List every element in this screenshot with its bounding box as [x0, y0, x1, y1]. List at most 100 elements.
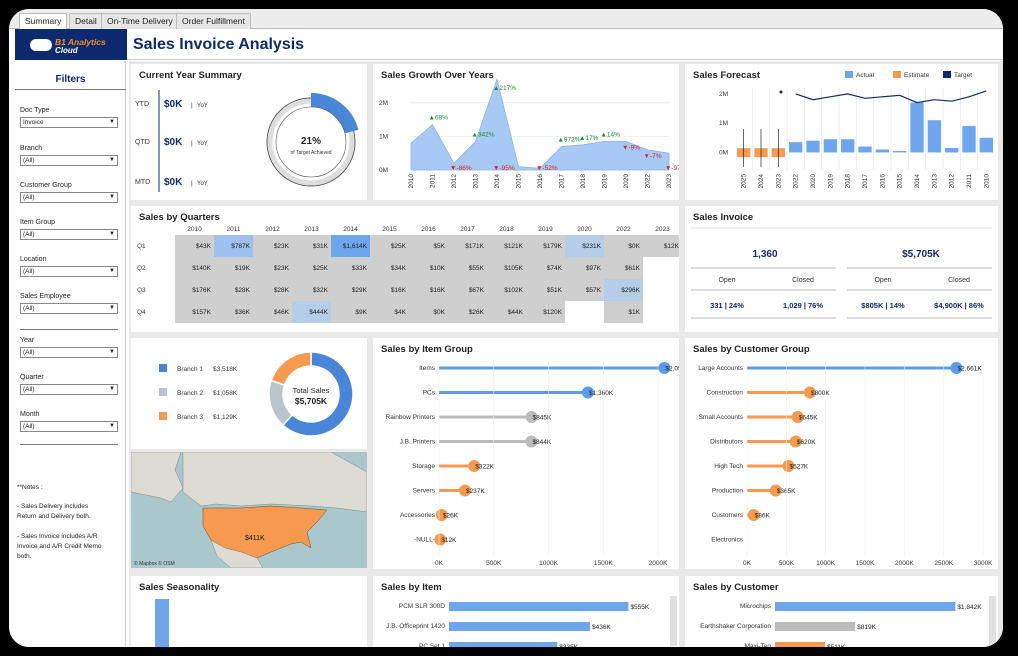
quarter-cell-value: $29K	[352, 287, 368, 294]
quarter-cell	[448, 257, 487, 279]
lollipop-dot	[789, 435, 802, 448]
tab-order-fulfillment[interactable]: Order Fulfillment	[176, 13, 251, 29]
category-label: Distributors	[710, 439, 744, 446]
filter-label: Quarter	[20, 374, 44, 381]
map-land-canada	[182, 452, 367, 513]
x-tick-label: 2015	[897, 174, 904, 189]
filter-value: (All)	[23, 423, 35, 430]
column-header: 2017	[460, 226, 475, 233]
scrollbar[interactable]	[670, 596, 677, 646]
filter-select[interactable]: (All) ▼	[20, 192, 118, 203]
quarter-cell	[292, 279, 331, 301]
filter-label: Branch	[20, 145, 43, 152]
open-label: Open	[874, 277, 891, 284]
filter-select[interactable]: (All) ▼	[20, 384, 118, 395]
chevron-down-icon: ▼	[109, 157, 115, 163]
quarter-cell	[448, 301, 487, 323]
category-label: PC Set 1	[419, 643, 445, 647]
bar	[775, 622, 856, 631]
row-header: Q1	[137, 243, 146, 250]
map-panel[interactable]: $411K © Mapbox © OSM	[131, 452, 367, 568]
quarter-cell-value: $231K	[582, 243, 601, 250]
quarter-cell	[487, 257, 526, 279]
y-tick-label: 0M	[379, 167, 388, 174]
quarter-cell-value: $787K	[231, 243, 250, 250]
category-label: Maxi-Teq	[745, 643, 772, 647]
filter-select[interactable]: (All) ▼	[20, 303, 118, 314]
category-label: PCM SLR 300D	[399, 603, 446, 610]
panel-title: Sales by Customer Group	[693, 344, 810, 355]
quarter-cell-value: $61K	[625, 265, 641, 272]
invoice-amount: $5,705K	[902, 249, 941, 260]
quarter-cell	[331, 235, 370, 257]
chevron-down-icon: ▼	[109, 305, 115, 311]
forecast-actual-bar	[858, 146, 872, 153]
x-tick-label: 2500K	[934, 560, 953, 567]
growth-pct-label: ▼-9%	[622, 144, 640, 151]
tab-on-time-delivery[interactable]: On-Time Delivery	[101, 13, 179, 29]
quarter-cell	[409, 257, 448, 279]
x-tick-label: 2011	[966, 174, 973, 188]
forecast-actual-bar	[823, 139, 837, 153]
branch-value: $1,129K	[213, 414, 238, 421]
quarter-cell-value: $28K	[235, 287, 251, 294]
tab-detail[interactable]: Detail	[69, 13, 103, 29]
legend-swatch	[845, 71, 853, 78]
category-label: Production	[712, 488, 743, 495]
row-header: Q4	[137, 309, 146, 316]
quarter-cell-value: $57K	[586, 287, 602, 294]
filter-select[interactable]: (All) ▼	[20, 421, 118, 432]
sales-by-customer-chart: Microchips $1,842K Earthshaker Corporation…	[700, 602, 982, 647]
value-label: $645K	[799, 415, 818, 422]
filter-select[interactable]: Invoice ▼	[20, 117, 118, 128]
panel-title: Current Year Summary	[139, 70, 242, 81]
quarter-cell	[370, 257, 409, 279]
quarter-cell	[292, 235, 331, 257]
y-tick-label: 2M	[379, 100, 388, 107]
quarter-cell	[331, 301, 370, 323]
filter-select[interactable]: (All) ▼	[20, 266, 118, 277]
x-tick-label: 2014	[494, 174, 501, 189]
quarter-cell-value: $16K	[430, 287, 446, 294]
bar	[449, 602, 629, 611]
growth-pct-label: ▼-97%	[665, 165, 679, 172]
x-tick-label: 2014	[914, 174, 921, 189]
x-tick-label: 2019	[602, 174, 609, 189]
quarter-cell	[565, 235, 604, 257]
item-group-chart: Items $2,058K PCs $1,360K Rainbow Printers $8…	[386, 360, 679, 567]
category-label: Construction	[707, 390, 744, 397]
ytd-value: $0K	[164, 99, 183, 110]
lollipop-dot	[782, 460, 795, 472]
filter-label: Doc Type	[20, 107, 50, 114]
tab-summary[interactable]: Summary	[19, 13, 68, 30]
filter-select[interactable]: (All) ▼	[20, 347, 118, 358]
quarter-cell-value: $97K	[586, 265, 602, 272]
map-svg: $411K © Mapbox © OSM	[131, 452, 367, 568]
mtd-value: $0K	[164, 177, 183, 188]
ytd-label: YTD	[135, 101, 149, 108]
growth-pct-label: ▲68%	[429, 115, 449, 122]
branch-panel: Branch 1 $3,518K Branch 2 $1,058K Branch 3 $1…	[131, 338, 367, 449]
quarter-cell-value: $105K	[504, 265, 523, 272]
x-tick-label: 2022	[793, 174, 800, 189]
quarter-cell-value: $10K	[430, 265, 446, 272]
filter-value: (All)	[23, 305, 35, 312]
lollipop-dot	[747, 509, 760, 521]
filter-select[interactable]: (All) ▼	[20, 229, 118, 240]
x-tick-label: 2017	[862, 174, 869, 189]
scrollbar[interactable]	[989, 596, 996, 646]
chevron-down-icon: ▼	[109, 268, 115, 274]
quarter-cell-value: $51K	[547, 287, 563, 294]
donut-total-value: $5,705K	[295, 396, 328, 406]
row-header: Q2	[137, 265, 146, 272]
quarter-cell	[370, 301, 409, 323]
y-tick-label: 1M	[379, 133, 388, 140]
quarter-cell-value: $43K	[196, 243, 212, 250]
summary-svg: YTD $0K | YoY QTD $0K | YoY MTD $0K | Yo…	[135, 90, 359, 192]
value-label: $819K	[857, 624, 876, 631]
filter-value: (All)	[23, 157, 35, 164]
category-label: Accessories	[400, 512, 436, 519]
filter-select[interactable]: (All) ▼	[20, 155, 118, 166]
forecast-actual-bar	[806, 140, 820, 153]
map-land-mexico	[210, 539, 264, 568]
